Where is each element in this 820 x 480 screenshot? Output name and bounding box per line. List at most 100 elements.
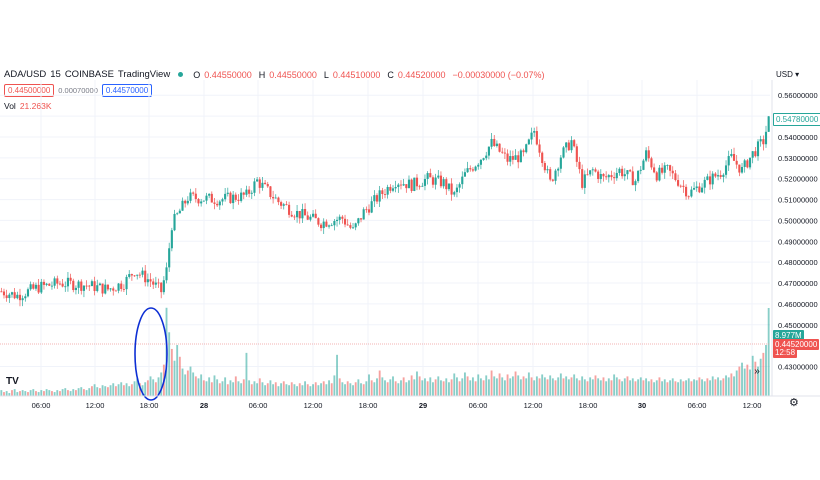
countdown-tag: 12:58 bbox=[773, 347, 798, 358]
volume-bar bbox=[24, 391, 27, 396]
volume-bar bbox=[341, 382, 344, 396]
volume-bar bbox=[146, 380, 149, 396]
volume-bar bbox=[210, 382, 213, 396]
candle-body bbox=[8, 294, 11, 299]
volume-bar bbox=[250, 384, 253, 396]
volume-bar bbox=[384, 380, 386, 396]
volume-bar bbox=[98, 388, 101, 396]
high-key: H bbox=[258, 69, 266, 80]
candle-body bbox=[748, 157, 752, 168]
tradingview-logo[interactable]: TV bbox=[6, 376, 19, 387]
volume-bar bbox=[160, 372, 163, 396]
candle-body bbox=[541, 152, 544, 164]
volume-bar bbox=[754, 361, 757, 396]
candle-body bbox=[154, 282, 157, 285]
volume-bar bbox=[144, 382, 147, 396]
volume-bar bbox=[442, 381, 445, 396]
volume-bar bbox=[456, 377, 458, 396]
volume-bar bbox=[589, 377, 592, 396]
candle-body bbox=[666, 165, 669, 166]
volume-bar bbox=[485, 375, 488, 396]
candle-body bbox=[538, 144, 541, 153]
volume-bar bbox=[429, 377, 432, 396]
candle-body bbox=[72, 280, 75, 291]
volume-bar bbox=[32, 389, 35, 396]
volume-bar bbox=[514, 371, 517, 396]
volume-bar bbox=[663, 379, 666, 396]
volume-bar bbox=[75, 390, 77, 396]
candle-body bbox=[197, 199, 200, 204]
candle-body bbox=[266, 184, 269, 187]
candle-body bbox=[178, 210, 181, 214]
volume-bar bbox=[757, 366, 759, 396]
symbol-label[interactable]: ADA/USD bbox=[4, 69, 47, 80]
volume-bar bbox=[434, 379, 437, 396]
volume-bar bbox=[535, 376, 538, 396]
candle-body bbox=[10, 292, 14, 295]
volume-bar bbox=[599, 380, 602, 396]
volume-bar bbox=[479, 378, 482, 396]
candle-body bbox=[306, 215, 309, 220]
candle-body bbox=[18, 294, 22, 301]
volume-bar bbox=[48, 390, 51, 396]
bid-button[interactable]: 0.44500000 bbox=[4, 84, 55, 97]
candle-body bbox=[719, 175, 722, 177]
volume-bar bbox=[762, 352, 765, 396]
volume-bar bbox=[27, 392, 29, 396]
volume-bar bbox=[426, 381, 429, 396]
interval-label[interactable]: 15 bbox=[50, 69, 61, 80]
candle-body bbox=[597, 171, 600, 180]
candle-body bbox=[101, 283, 104, 294]
scroll-to-realtime-icon[interactable]: » bbox=[754, 366, 760, 377]
volume-bar bbox=[671, 378, 674, 396]
candle-body bbox=[613, 177, 616, 179]
volume-bar bbox=[645, 378, 648, 396]
candle-body bbox=[511, 156, 514, 160]
volume-bar bbox=[69, 391, 72, 396]
volume-bar bbox=[634, 381, 637, 396]
volume-bar bbox=[298, 383, 301, 396]
volume-bar bbox=[61, 389, 64, 396]
candle-body bbox=[104, 284, 107, 294]
volume-bar bbox=[541, 374, 544, 396]
ask-button[interactable]: 0.44570000 bbox=[101, 84, 153, 97]
candle-body bbox=[42, 281, 46, 285]
candle-body bbox=[482, 158, 485, 160]
candle-body bbox=[423, 178, 427, 186]
candle-body bbox=[485, 155, 488, 159]
candle-body bbox=[293, 216, 296, 218]
candle-body bbox=[573, 140, 576, 147]
volume-bar bbox=[112, 383, 115, 396]
volume-bar bbox=[626, 376, 629, 396]
volume-bar bbox=[725, 375, 727, 396]
candle-body bbox=[50, 285, 54, 287]
gear-icon[interactable]: ⚙ bbox=[789, 397, 799, 409]
volume-bar bbox=[679, 379, 682, 396]
candle-body bbox=[663, 165, 666, 173]
candle-body bbox=[296, 210, 299, 218]
candle-body bbox=[469, 168, 472, 170]
volume-bar bbox=[288, 385, 291, 396]
volume-bar bbox=[458, 381, 461, 396]
candle-body bbox=[120, 283, 123, 289]
low-value: 0.44510000 bbox=[332, 69, 381, 80]
close-key: C bbox=[387, 69, 394, 80]
volume-bar bbox=[637, 379, 640, 396]
candle-body bbox=[693, 188, 696, 190]
currency-selector[interactable]: USD ▾ bbox=[776, 70, 800, 79]
volume-bar bbox=[85, 390, 88, 396]
candle-body bbox=[695, 186, 698, 189]
candle-body bbox=[645, 150, 648, 161]
candle-body bbox=[319, 224, 323, 229]
chart-legend: ADA/USD 15 COINBASE TradingView O 0.44550… bbox=[4, 69, 548, 80]
volume-bar bbox=[687, 378, 690, 396]
y-tick-label: 0.47000000 bbox=[778, 279, 818, 288]
candle-body bbox=[56, 278, 59, 284]
volume-bar bbox=[53, 392, 56, 396]
volume-bar bbox=[37, 392, 40, 396]
volume-bar bbox=[727, 377, 730, 396]
volume-bar bbox=[477, 374, 480, 396]
volume-bar bbox=[8, 393, 11, 396]
candle-body bbox=[354, 223, 357, 228]
